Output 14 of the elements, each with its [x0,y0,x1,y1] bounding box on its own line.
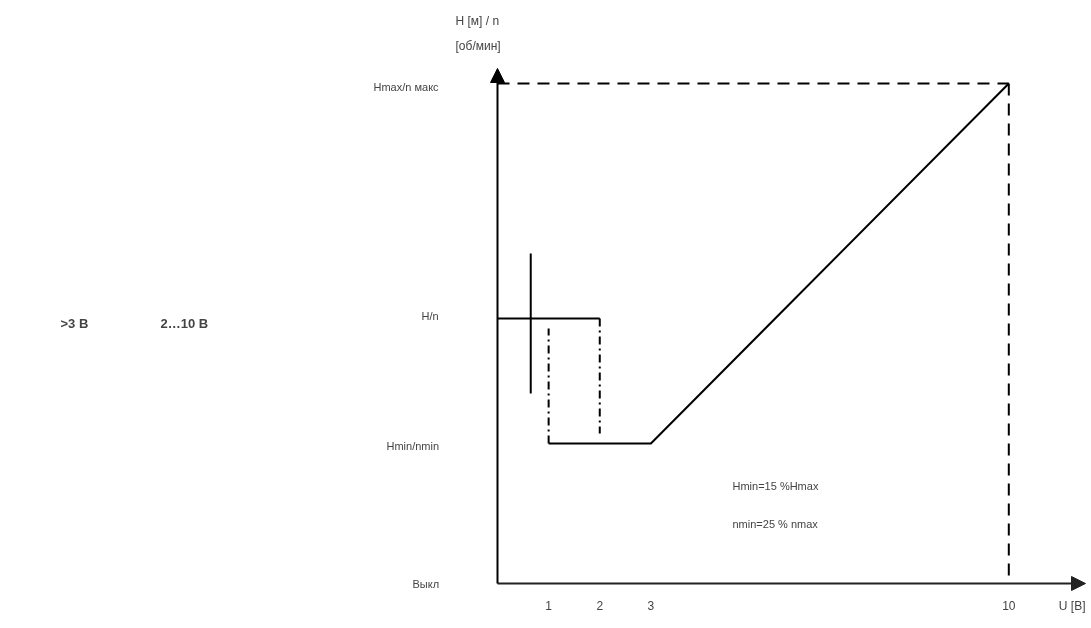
text: Hmax/n макс [373,80,440,93]
text: >3 B [60,316,89,331]
text: Выкл [412,577,440,590]
annotation: Hmin=15 %Hmax [732,479,819,492]
x-tick-label: 3 [647,599,655,613]
x-tick-label: 10 [1002,599,1016,613]
x-axis-title: U [B] [1058,598,1086,613]
text: H/n [421,309,439,322]
y-axis-title: H [м] / n [об/мин] [455,13,501,53]
text: 2…10 B [160,316,209,331]
text: Hmin/nmin [386,439,440,452]
annotation: nmin=25 % nmax [732,517,819,530]
x-tick-label: 2 [596,599,604,613]
x-tick-label: 1 [545,599,553,613]
